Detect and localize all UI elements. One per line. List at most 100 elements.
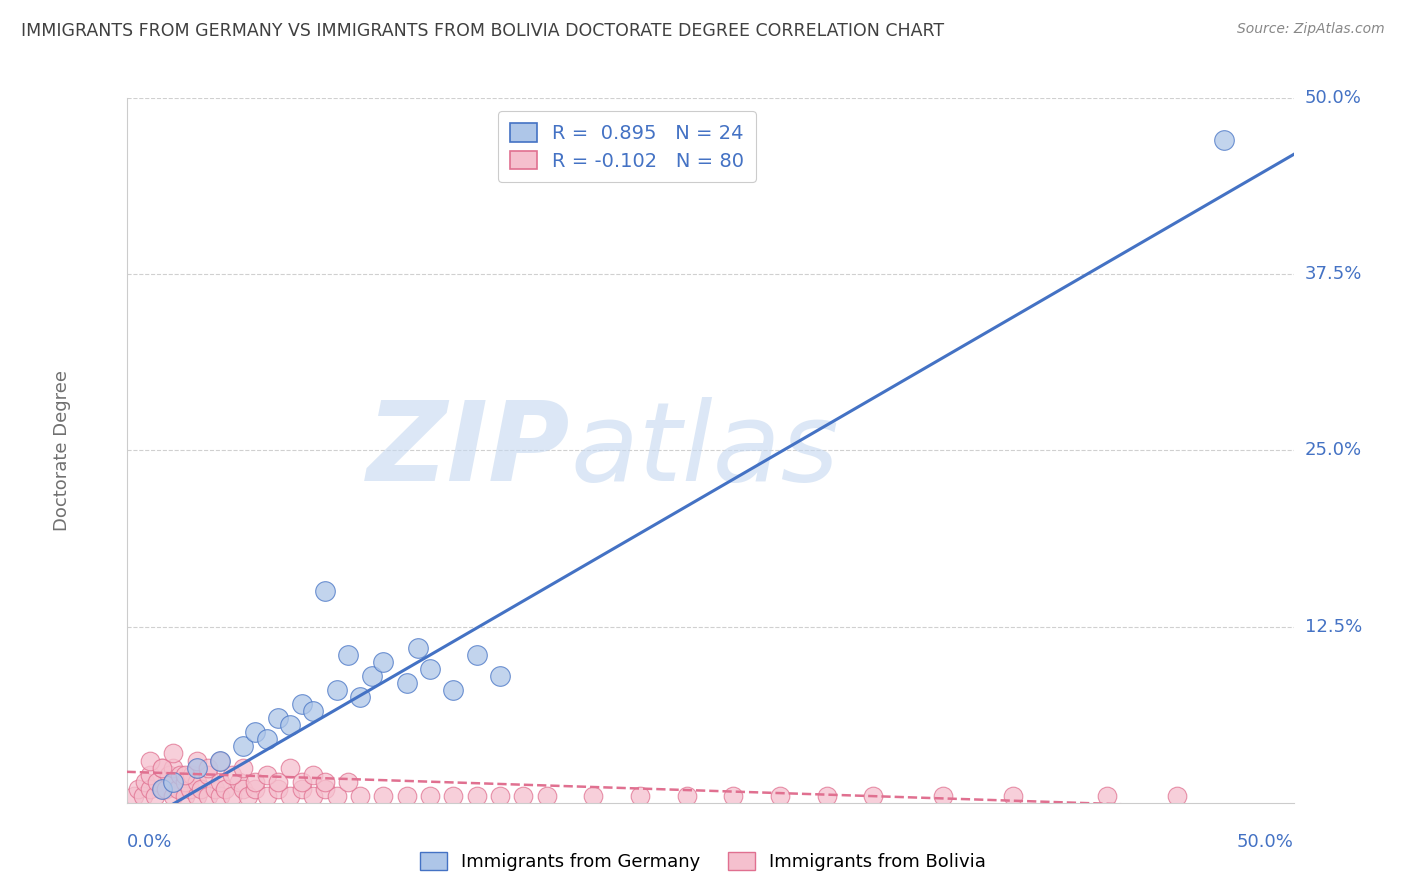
- Point: [197, 789, 219, 803]
- Point: [267, 781, 290, 796]
- Point: [360, 669, 382, 683]
- Point: [337, 648, 360, 662]
- Point: [302, 789, 325, 803]
- Text: 37.5%: 37.5%: [1305, 265, 1362, 284]
- Point: [162, 774, 184, 789]
- Point: [419, 789, 441, 803]
- Point: [302, 704, 325, 718]
- Point: [536, 789, 558, 803]
- Point: [373, 655, 395, 669]
- Point: [290, 774, 312, 789]
- Point: [302, 767, 325, 781]
- Point: [221, 789, 243, 803]
- Text: atlas: atlas: [569, 397, 838, 504]
- Point: [256, 767, 278, 781]
- Point: [489, 789, 512, 803]
- Point: [186, 760, 208, 774]
- Text: IMMIGRANTS FROM GERMANY VS IMMIGRANTS FROM BOLIVIA DOCTORATE DEGREE CORRELATION : IMMIGRANTS FROM GERMANY VS IMMIGRANTS FR…: [21, 22, 945, 40]
- Point: [582, 789, 605, 803]
- Point: [174, 767, 197, 781]
- Point: [932, 789, 955, 803]
- Text: ZIP: ZIP: [367, 397, 569, 504]
- Point: [127, 781, 149, 796]
- Point: [278, 718, 301, 732]
- Point: [139, 754, 162, 768]
- Point: [325, 683, 347, 698]
- Point: [139, 767, 162, 781]
- Legend: Immigrants from Germany, Immigrants from Bolivia: Immigrants from Germany, Immigrants from…: [412, 846, 994, 879]
- Point: [162, 760, 184, 774]
- Point: [314, 781, 336, 796]
- Point: [419, 662, 441, 676]
- Point: [256, 789, 278, 803]
- Point: [122, 789, 145, 803]
- Point: [169, 767, 191, 781]
- Point: [155, 781, 177, 796]
- Text: 50.0%: 50.0%: [1305, 89, 1361, 107]
- Point: [150, 760, 173, 774]
- Point: [197, 760, 219, 774]
- Point: [232, 760, 254, 774]
- Point: [214, 781, 236, 796]
- Point: [349, 690, 371, 705]
- Point: [1212, 133, 1234, 147]
- Text: Doctorate Degree: Doctorate Degree: [53, 370, 72, 531]
- Point: [862, 789, 884, 803]
- Point: [150, 781, 173, 796]
- Point: [157, 767, 180, 781]
- Point: [243, 781, 266, 796]
- Point: [314, 584, 336, 599]
- Point: [162, 789, 184, 803]
- Point: [204, 781, 226, 796]
- Point: [723, 789, 745, 803]
- Point: [132, 789, 155, 803]
- Point: [373, 789, 395, 803]
- Point: [465, 789, 488, 803]
- Point: [1095, 789, 1118, 803]
- Point: [167, 781, 190, 796]
- Point: [174, 789, 197, 803]
- Point: [337, 774, 360, 789]
- Point: [221, 767, 243, 781]
- Point: [162, 774, 184, 789]
- Point: [278, 760, 301, 774]
- Point: [186, 754, 208, 768]
- Point: [232, 739, 254, 754]
- Point: [290, 781, 312, 796]
- Text: 0.0%: 0.0%: [127, 833, 172, 851]
- Text: Source: ZipAtlas.com: Source: ZipAtlas.com: [1237, 22, 1385, 37]
- Point: [267, 774, 290, 789]
- Legend: R =  0.895   N = 24, R = -0.102   N = 80: R = 0.895 N = 24, R = -0.102 N = 80: [498, 112, 756, 182]
- Point: [769, 789, 792, 803]
- Point: [465, 648, 488, 662]
- Point: [408, 640, 430, 655]
- Point: [162, 747, 184, 761]
- Point: [174, 774, 197, 789]
- Point: [441, 789, 464, 803]
- Point: [232, 781, 254, 796]
- Point: [675, 789, 697, 803]
- Text: 25.0%: 25.0%: [1305, 442, 1362, 459]
- Point: [395, 789, 418, 803]
- Point: [190, 781, 212, 796]
- Point: [256, 732, 278, 747]
- Point: [395, 676, 418, 690]
- Point: [512, 789, 534, 803]
- Point: [243, 774, 266, 789]
- Point: [628, 789, 651, 803]
- Point: [267, 711, 290, 725]
- Point: [143, 789, 166, 803]
- Point: [314, 774, 336, 789]
- Point: [349, 789, 371, 803]
- Point: [208, 789, 231, 803]
- Point: [146, 774, 169, 789]
- Point: [236, 789, 259, 803]
- Point: [489, 669, 512, 683]
- Point: [150, 760, 173, 774]
- Point: [186, 789, 208, 803]
- Point: [208, 754, 231, 768]
- Point: [179, 781, 201, 796]
- Text: 50.0%: 50.0%: [1237, 833, 1294, 851]
- Point: [441, 683, 464, 698]
- Point: [208, 754, 231, 768]
